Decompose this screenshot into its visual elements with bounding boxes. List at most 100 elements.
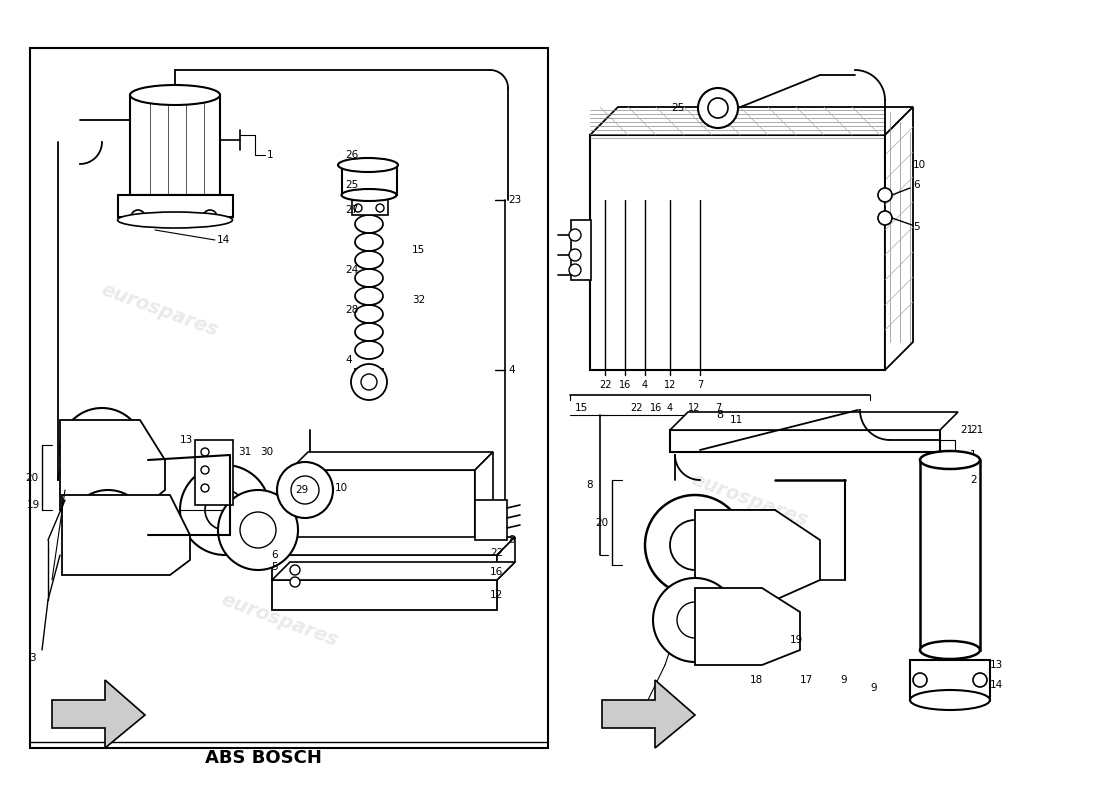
- Text: 13: 13: [990, 660, 1003, 670]
- Circle shape: [653, 578, 737, 662]
- Circle shape: [205, 490, 245, 530]
- Text: 28: 28: [345, 305, 359, 315]
- Text: 1: 1: [970, 450, 977, 460]
- Text: 25: 25: [672, 103, 685, 113]
- Polygon shape: [475, 452, 493, 555]
- Text: 4: 4: [508, 365, 515, 375]
- Text: 16: 16: [490, 567, 504, 577]
- Text: 24: 24: [345, 265, 359, 275]
- Text: 3: 3: [30, 653, 36, 663]
- Text: 1: 1: [267, 150, 274, 160]
- Circle shape: [351, 364, 387, 400]
- Text: 12: 12: [688, 403, 701, 413]
- Text: 5: 5: [272, 562, 278, 572]
- Text: 12: 12: [490, 590, 504, 600]
- Text: 11: 11: [730, 415, 744, 425]
- Circle shape: [82, 430, 122, 470]
- Bar: [118, 195, 233, 217]
- Text: eurospares: eurospares: [219, 590, 341, 650]
- Circle shape: [878, 211, 892, 225]
- Text: 16: 16: [619, 380, 631, 390]
- Text: 6: 6: [913, 180, 920, 190]
- Circle shape: [201, 484, 209, 492]
- Text: 21: 21: [960, 425, 974, 435]
- Bar: [475, 500, 507, 540]
- Polygon shape: [62, 495, 190, 575]
- Circle shape: [698, 88, 738, 128]
- Polygon shape: [602, 680, 695, 748]
- Bar: [342, 165, 397, 195]
- Polygon shape: [272, 537, 515, 555]
- Polygon shape: [497, 537, 515, 580]
- Text: 5: 5: [913, 222, 920, 232]
- Circle shape: [290, 565, 300, 575]
- Text: eurospares: eurospares: [99, 280, 221, 340]
- Text: 6: 6: [272, 550, 278, 560]
- Circle shape: [90, 512, 126, 548]
- Text: 26: 26: [345, 150, 359, 160]
- Bar: [695, 510, 776, 580]
- Text: 13: 13: [179, 435, 192, 445]
- Circle shape: [354, 204, 362, 212]
- Circle shape: [180, 465, 270, 555]
- Polygon shape: [590, 107, 913, 135]
- Polygon shape: [272, 562, 515, 580]
- Text: 16: 16: [650, 403, 662, 413]
- Text: 18: 18: [750, 675, 763, 685]
- Polygon shape: [290, 452, 493, 470]
- Polygon shape: [670, 412, 958, 430]
- Bar: [670, 430, 940, 452]
- Circle shape: [277, 462, 333, 518]
- Polygon shape: [695, 510, 820, 600]
- Text: 2: 2: [970, 475, 977, 485]
- Bar: [352, 195, 388, 215]
- Polygon shape: [52, 680, 145, 748]
- Circle shape: [569, 229, 581, 241]
- Text: 9: 9: [840, 675, 847, 685]
- Text: 8: 8: [586, 480, 593, 490]
- Text: eurospares: eurospares: [689, 470, 811, 530]
- Text: 32: 32: [412, 295, 426, 305]
- Circle shape: [569, 249, 581, 261]
- Text: 20: 20: [595, 518, 608, 528]
- Circle shape: [878, 188, 892, 202]
- Polygon shape: [695, 588, 800, 665]
- Text: 22: 22: [490, 548, 504, 558]
- Circle shape: [204, 210, 217, 224]
- Ellipse shape: [118, 212, 232, 228]
- Ellipse shape: [341, 189, 396, 201]
- Circle shape: [201, 466, 209, 474]
- Text: eurospares: eurospares: [619, 230, 741, 290]
- Polygon shape: [60, 420, 165, 510]
- Circle shape: [292, 476, 319, 504]
- Text: 19: 19: [26, 500, 40, 510]
- Circle shape: [290, 577, 300, 587]
- Text: 30: 30: [260, 447, 273, 457]
- Text: 10: 10: [336, 483, 348, 493]
- Text: 22: 22: [630, 403, 642, 413]
- Circle shape: [376, 204, 384, 212]
- Text: ABS BOSCH: ABS BOSCH: [205, 749, 321, 767]
- Ellipse shape: [130, 85, 220, 105]
- Circle shape: [218, 490, 298, 570]
- Text: 4: 4: [667, 403, 673, 413]
- Circle shape: [670, 520, 720, 570]
- Bar: [130, 95, 220, 195]
- Text: 12: 12: [663, 380, 676, 390]
- Circle shape: [361, 374, 377, 390]
- Bar: [590, 135, 886, 370]
- Text: 7: 7: [715, 403, 722, 413]
- Bar: [272, 580, 497, 610]
- Text: 31: 31: [238, 447, 251, 457]
- Bar: [272, 555, 497, 580]
- Bar: [920, 460, 980, 650]
- Text: 23: 23: [508, 195, 521, 205]
- Text: 15: 15: [575, 403, 589, 413]
- Circle shape: [676, 602, 713, 638]
- Circle shape: [569, 264, 581, 276]
- Bar: [290, 470, 475, 555]
- Text: 20: 20: [25, 473, 39, 483]
- Circle shape: [708, 98, 728, 118]
- Text: 25: 25: [345, 180, 359, 190]
- Ellipse shape: [910, 690, 990, 710]
